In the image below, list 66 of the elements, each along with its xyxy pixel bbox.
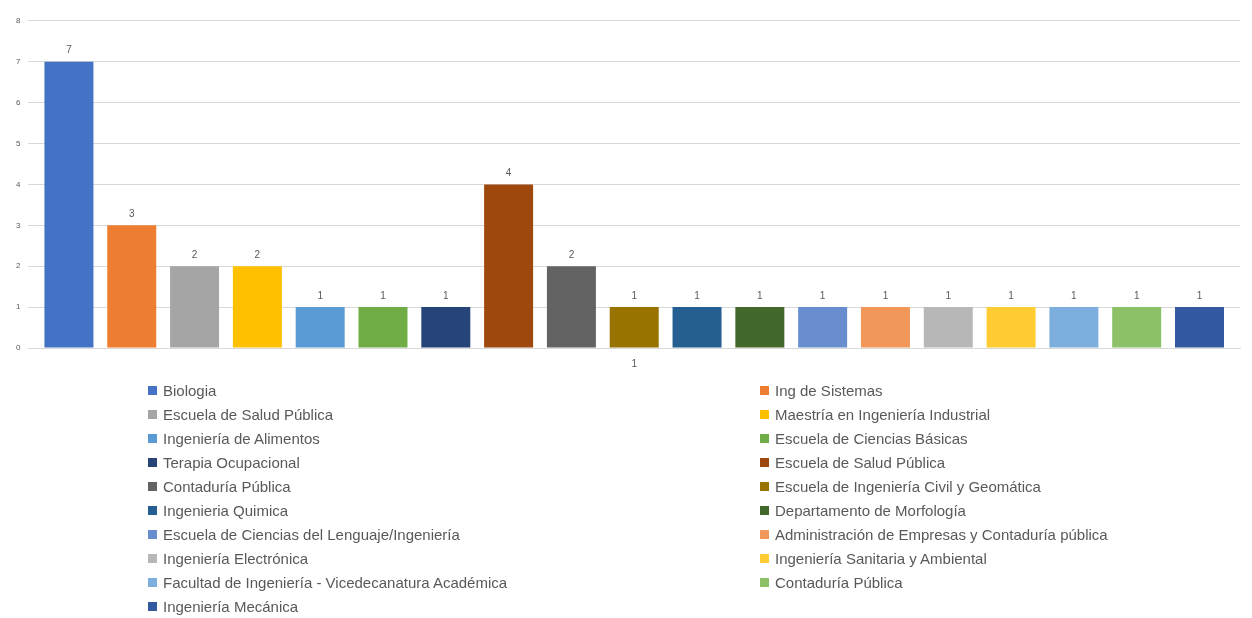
y-tick-label: 5 [16, 138, 21, 148]
legend-label: Escuela de Salud Pública [775, 453, 946, 471]
bar [860, 307, 910, 348]
bar [798, 307, 848, 348]
legend-label: Escuela de Ingeniería Civil y Geomática [775, 477, 1041, 495]
bar [44, 61, 94, 348]
legend-label: Ingeniería Mecánica [163, 597, 299, 615]
bar [1049, 307, 1099, 348]
data-label: 3 [128, 208, 135, 220]
data-label: 1 [631, 289, 638, 301]
data-label: 1 [757, 289, 764, 301]
bar [170, 266, 220, 348]
legend-label: Maestría en Ingeniería Industrial [775, 405, 991, 423]
y-tick-label: 3 [16, 220, 21, 230]
y-tick-label: 0 [16, 343, 21, 353]
bar [484, 184, 534, 348]
legend-label: Biologia [163, 381, 217, 399]
data-label: 1 [1071, 289, 1078, 301]
bar [546, 266, 596, 348]
legend-label: Escuela de Ciencias Básicas [775, 429, 968, 447]
legend-label: Escuela de Salud Pública [163, 405, 334, 423]
data-label: 1 [317, 289, 324, 301]
bar [421, 307, 471, 348]
legend-label: Escuela de Ciencias del Lenguaje/Ingeniería [163, 525, 460, 543]
data-label: 1 [819, 289, 826, 301]
legend-label: Contaduría Pública [163, 477, 291, 495]
data-label: 1 [945, 289, 952, 301]
legend-label: Facultad de Ingeniería - Vicedecanatura Académica [163, 573, 508, 591]
bar [735, 307, 785, 348]
y-tick-label: 4 [16, 179, 21, 189]
data-label: 1 [443, 289, 450, 301]
legend-label: Ingenieria Quimica [163, 501, 289, 519]
data-label: 7 [66, 44, 73, 56]
bar [1112, 307, 1162, 348]
y-tick-label: 1 [16, 302, 21, 312]
bar [295, 307, 345, 348]
legend-label: Ing de Sistemas [775, 381, 883, 399]
bar [986, 307, 1036, 348]
legend-label: Ingeniería Electrónica [163, 549, 309, 567]
data-label: 4 [505, 167, 512, 179]
legend-label: Departamento de Morfología [775, 501, 966, 519]
y-tick-label: 6 [16, 97, 21, 107]
data-label: 2 [254, 248, 261, 260]
data-label: 1 [1196, 289, 1203, 301]
bar [107, 225, 157, 348]
data-label: 1 [882, 289, 889, 301]
legend-label: Ingeniería de Alimentos [163, 429, 320, 447]
legend-label: Terapia Ocupacional [163, 453, 300, 471]
y-tick-label: 8 [16, 16, 21, 25]
y-tick-label: 2 [16, 261, 21, 271]
legend-label: Contaduría Pública [775, 573, 903, 591]
y-tick-label: 7 [16, 56, 21, 66]
data-label: 1 [1133, 289, 1140, 301]
bar [358, 307, 408, 348]
bar [923, 307, 973, 348]
data-label: 1 [380, 289, 387, 301]
bar [672, 307, 722, 348]
data-label: 1 [1008, 289, 1015, 301]
data-label: 2 [191, 248, 198, 260]
bar [232, 266, 282, 348]
legend-label: Ingeniería Sanitaria y Ambiental [775, 549, 987, 567]
data-label: 2 [568, 248, 575, 260]
bar [1175, 307, 1224, 348]
data-label: 1 [694, 289, 701, 301]
legend-label: Administración de Empresas y Contaduría pública [775, 525, 1108, 543]
bar [609, 307, 659, 348]
